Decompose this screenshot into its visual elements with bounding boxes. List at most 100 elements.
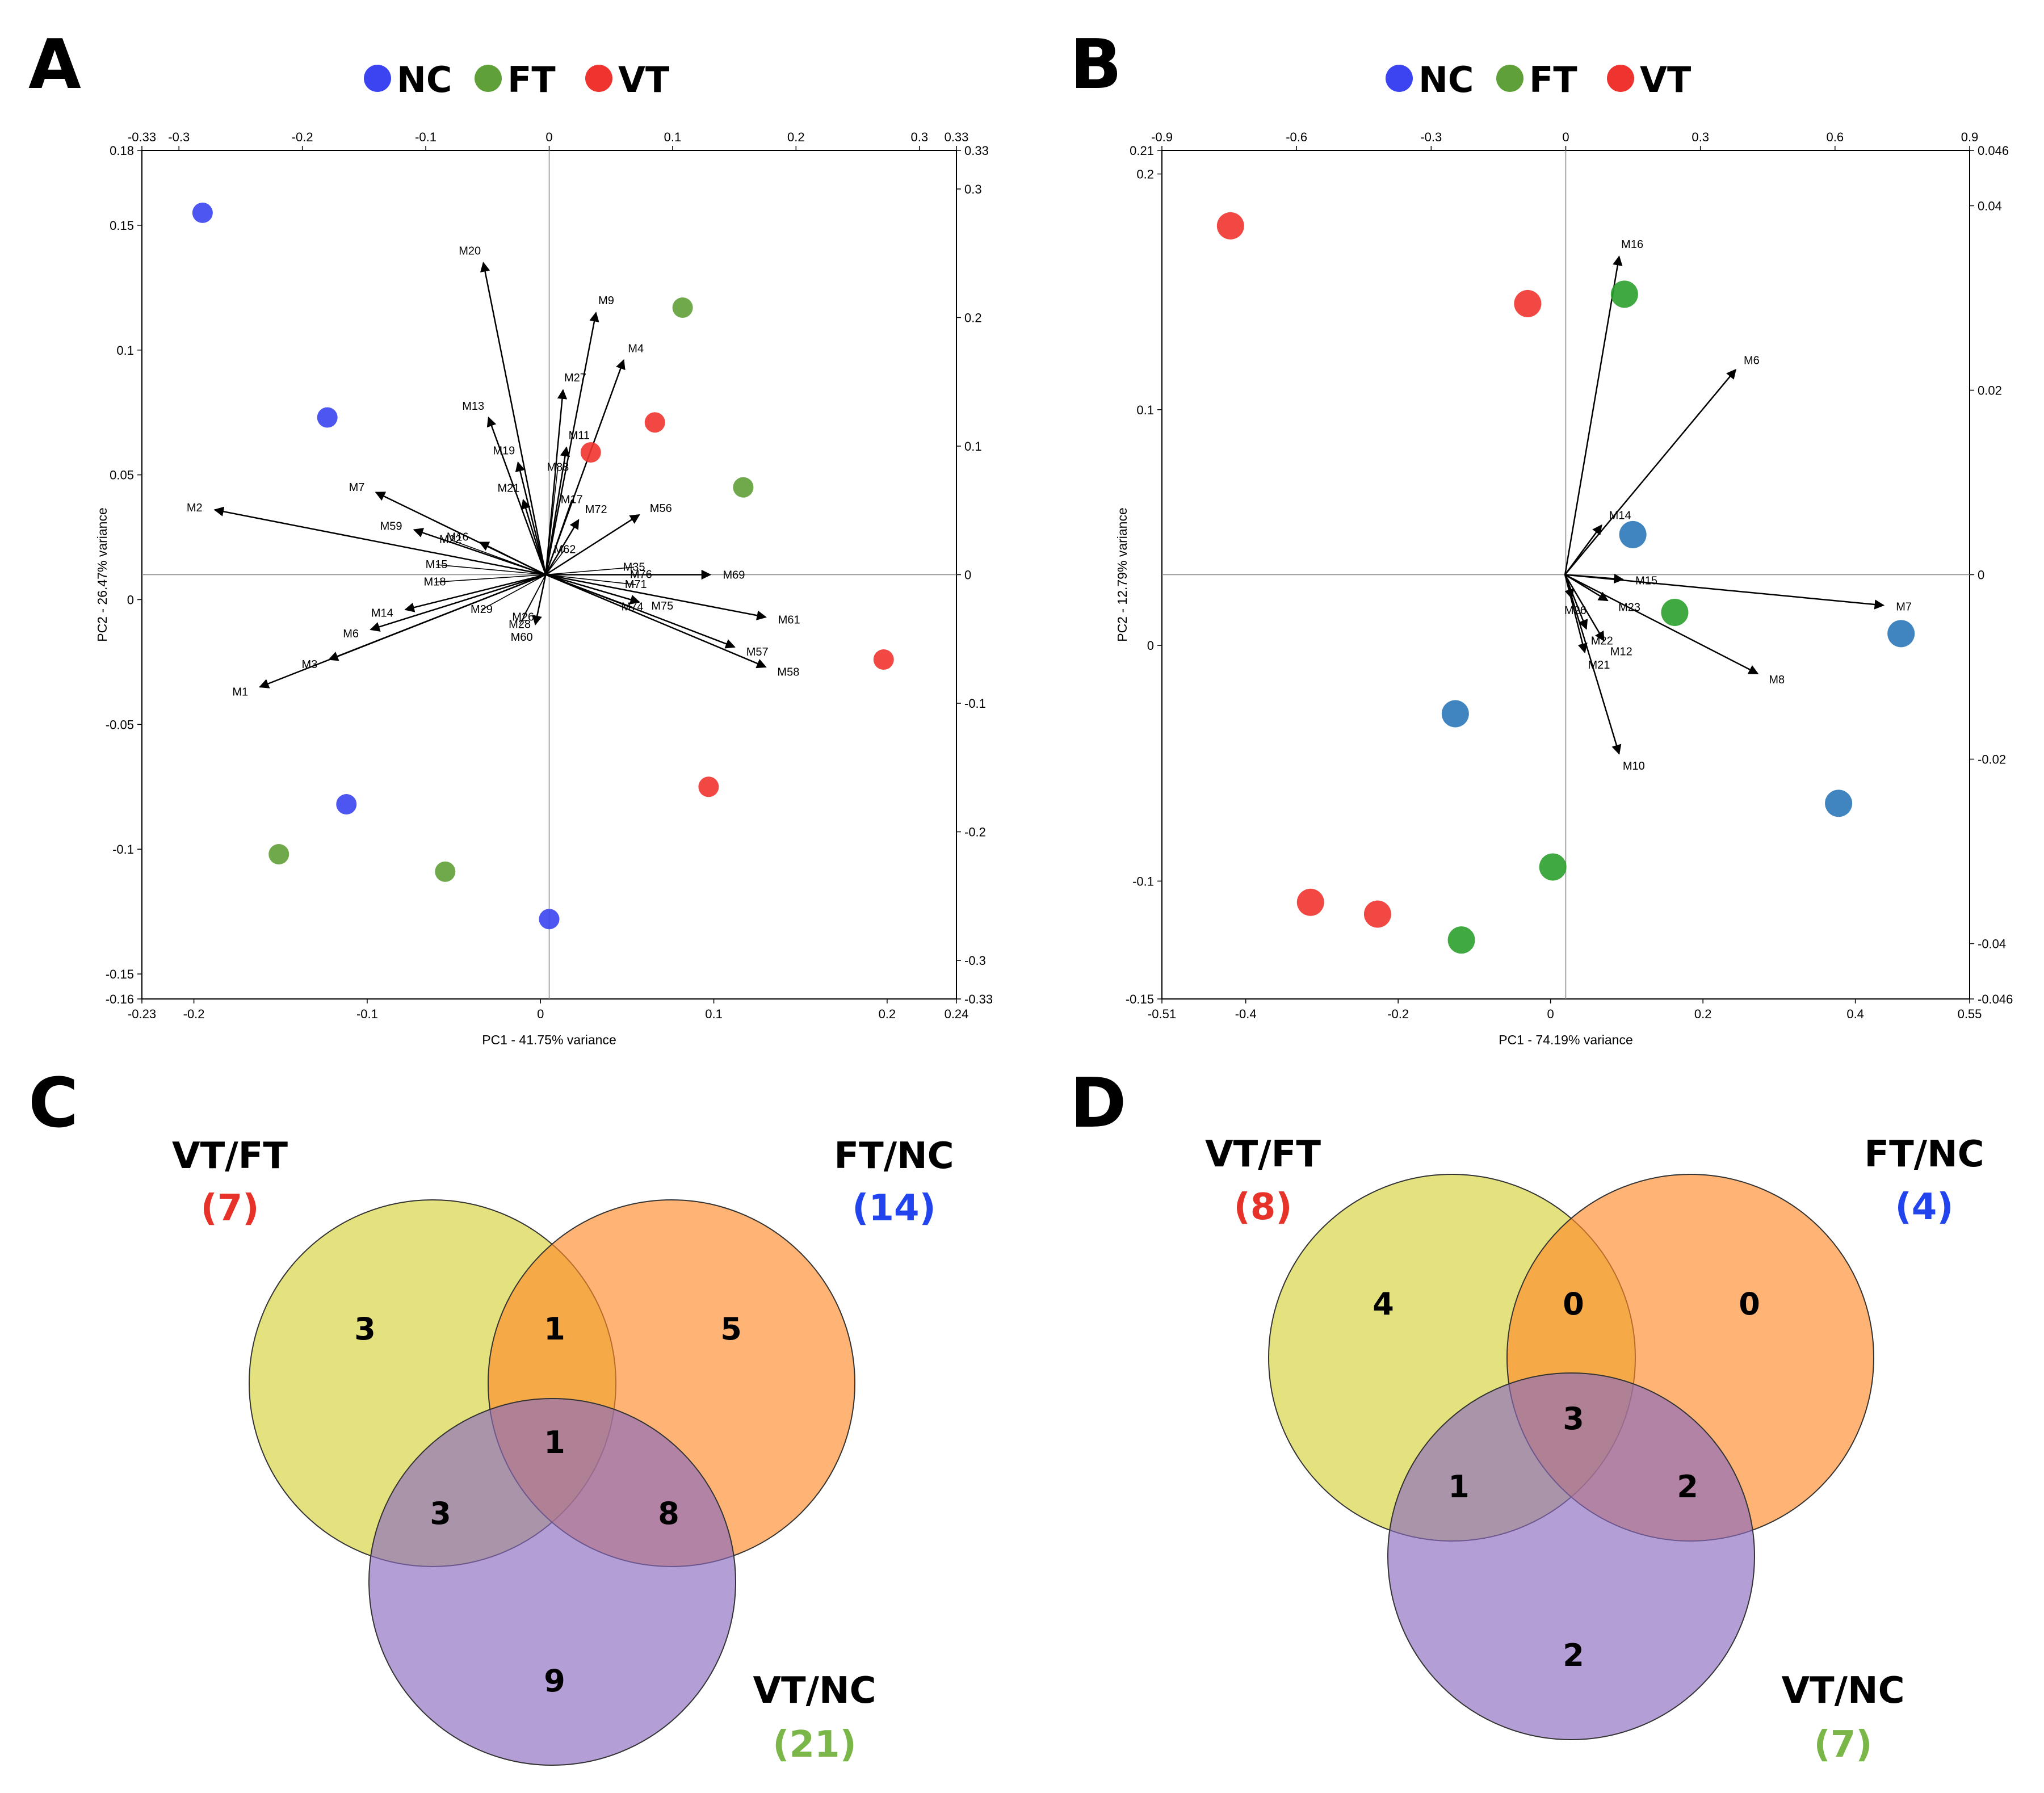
point-vt [1363,900,1391,928]
venn-region-vtft-ftnc: 1 [544,1311,565,1347]
loading-arrow-m21 [521,498,547,575]
panel-letter: C [28,1064,78,1143]
y-tick-label: -0.1 [112,842,134,856]
venn-set-count: (21) [773,1724,857,1766]
panel-letter: B [1070,26,1122,104]
legend-marker-nc [364,65,391,92]
loading-label-m6: M6 [343,628,359,640]
top-tick-label: -0.3 [168,130,190,144]
loading-arrow-m7 [1565,574,1885,610]
top-tick-label: -0.6 [1286,130,1307,144]
y-tick-label: 0.21 [1130,144,1154,158]
loading-label-m3: M3 [301,658,317,671]
venn-region-vtft-vtnc: 1 [1448,1469,1470,1505]
point-ft [1447,926,1475,954]
loading-arrow-m72 [545,519,580,576]
right-tick-label: 0 [1978,568,1984,582]
loading-arrow-m74 [545,574,633,608]
venn-region-only-ftnc: 0 [1739,1286,1760,1322]
loading-arrow-m28 [519,574,547,625]
loading-arrow-m19 [515,461,547,575]
loading-label-m15: M15 [426,559,448,571]
point-nc [1619,520,1647,548]
loading-label-m22: M22 [439,534,461,546]
right-tick-label: 0.02 [1978,384,2002,398]
loading-arrow-m26 [1564,574,1575,599]
venn-region-only-ftnc: 5 [720,1311,742,1347]
loading-arrow-m22 [1564,574,1588,630]
venn-region-only-vtft: 4 [1373,1286,1394,1322]
point-ft [1610,280,1638,308]
top-tick-label: -0.2 [292,130,313,144]
loading-label-m22: M22 [1591,635,1613,647]
y-tick-label: 0.1 [116,343,134,358]
loading-arrows: M16M6M14M15M23M7M8M12M22M21M10M26 [1564,238,1912,772]
legend: NC FT VT [1386,59,1691,100]
point-vt [1296,888,1324,916]
loading-arrow-m22 [450,539,546,576]
loading-arrow-m59 [413,528,546,576]
point-ft [1539,853,1567,881]
right-tick-label: 0.33 [964,144,989,158]
loading-label-m7: M7 [349,481,365,494]
top-tick-label: 0.3 [910,130,928,144]
panel-d: D VT/FT (8) FT/NC (4) VT/NC (7) 4 0 2 0 1 2 3 [1070,1064,1984,1766]
loading-arrow-m17 [545,499,572,575]
loading-label-m19: M19 [493,444,515,457]
x-tick-label: 0 [1547,1007,1554,1021]
loading-arrow-m60 [532,574,547,626]
loading-arrow-m27 [545,389,568,575]
y-tick-label: 0 [127,593,134,607]
loading-label-m71: M71 [625,578,647,591]
venn-set-count: (7) [1814,1724,1872,1766]
loading-label-m16: M16 [1621,238,1643,251]
venn-set-name: VT/NC [1781,1670,1904,1712]
loading-label-m76: M76 [630,569,652,581]
x-tick-label: 0.2 [1694,1007,1712,1021]
loading-arrow-m2 [213,506,546,576]
loading-arrow-m9 [545,312,599,575]
x-tick-label: -0.51 [1148,1007,1176,1021]
right-tick-label: -0.33 [964,992,993,1006]
right-tick-label: 0.1 [964,439,982,454]
loading-arrow-m29 [481,574,546,610]
top-tick-label: -0.3 [1420,130,1442,144]
y-axis-label: PC2 - 26.47% variance [95,507,110,642]
loading-label-m13: M13 [462,400,484,413]
y-tick-label: 0.1 [1136,403,1154,417]
x-tick-label: 0.4 [1846,1007,1864,1021]
point-nc [1825,790,1853,817]
loading-label-m9: M9 [598,295,614,307]
x-tick-label: 0 [537,1007,544,1021]
point-ft [435,861,456,882]
venn-region-only-vtnc: 2 [1563,1637,1584,1673]
loading-arrow-m62 [545,549,565,575]
right-tick-label: 0.3 [964,182,982,196]
x-tick-label: -0.2 [183,1007,205,1021]
right-tick-label: 0.046 [1978,144,2009,158]
loading-label-m14: M14 [1609,510,1631,522]
loading-label-m26: M26 [1564,604,1586,617]
loading-arrow-m35 [545,566,635,576]
point-vt [698,776,719,797]
venn-set-count: (14) [852,1187,936,1229]
venn-set-name: VT/FT [172,1135,288,1177]
loading-arrow-m6 [370,574,546,632]
legend: NC FT VT [364,59,669,100]
top-tick-label: 0.33 [945,130,969,144]
x-axis-label: PC1 - 41.75% variance [482,1032,616,1047]
x-tick-label: -0.23 [128,1007,156,1021]
loading-arrow-m16 [479,541,546,576]
loading-label-m59: M59 [380,520,402,532]
venn-region-only-vtnc: 9 [544,1663,565,1699]
point-vt [873,649,894,670]
venn-region-all: 3 [1563,1401,1584,1437]
loading-arrow-m58 [545,574,767,669]
panel-b: B NC FT VT -0.51 -0.4 -0.2 0 0.2 0.4 0.55 -0.15 -0.1… [1070,26,2013,1047]
venn-region-vtft-ftnc: 0 [1563,1286,1584,1322]
loading-label-m21: M21 [497,482,519,495]
legend-marker-nc [1386,65,1413,92]
loading-label-m12: M12 [1610,646,1632,658]
loading-label-m1: M1 [232,686,248,698]
